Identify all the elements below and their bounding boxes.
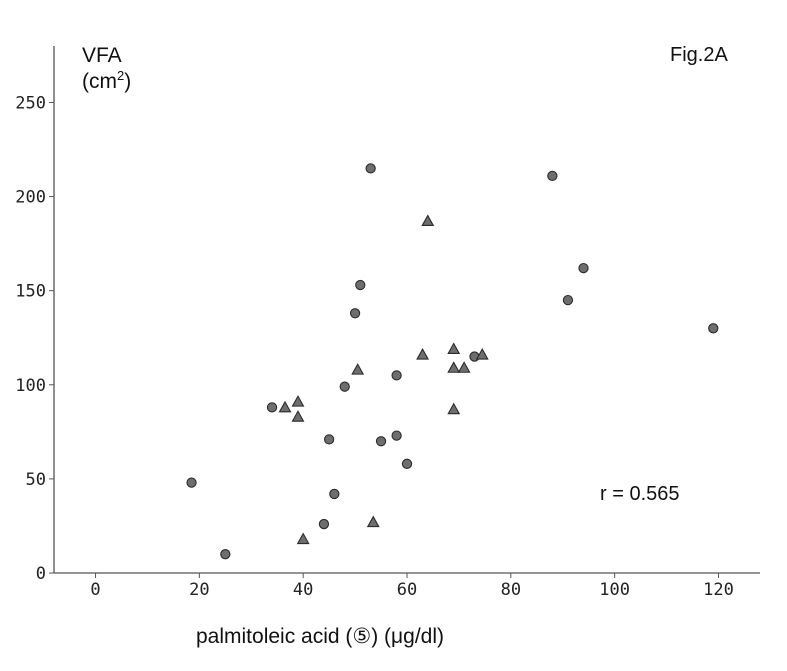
x-axis-label: palmitoleic acid (⑤) (μg/dl) (196, 625, 444, 648)
x-tick-label: 100 (599, 580, 630, 600)
triangle-data-point (421, 214, 435, 226)
circle-data-point (329, 488, 340, 500)
y-tick-label: 200 (15, 188, 46, 208)
triangle-data-point (366, 515, 380, 528)
x-tick-label: 40 (293, 580, 313, 600)
triangle-data-point (457, 361, 471, 373)
circle-data-point (708, 323, 719, 334)
y-axis-unit-close: ) (124, 70, 132, 94)
circle-data-point (547, 170, 558, 182)
x-tick-label: 60 (397, 580, 417, 600)
triangle-data-point (296, 532, 310, 545)
triangle-data-point (447, 361, 461, 373)
circle-data-point (578, 262, 589, 274)
circle-data-point (220, 549, 231, 560)
circle-data-point (349, 308, 361, 319)
y-tick-label: 250 (15, 93, 46, 113)
x-tick-label: 20 (189, 580, 209, 600)
y-axis-label-name: VFA (82, 44, 122, 67)
circle-data-point (318, 518, 330, 530)
triangle-data-point (291, 410, 305, 422)
correlation-annotation: r = 0.565 (600, 483, 680, 505)
circle-data-point (562, 294, 574, 306)
circle-data-point (186, 477, 197, 488)
x-tick-label: 80 (501, 580, 521, 600)
circle-data-point (355, 279, 366, 291)
x-tick-label: 0 (90, 580, 100, 600)
x-tick-label: 120 (703, 580, 734, 600)
y-tick-label: 0 (36, 564, 46, 584)
y-axis-unit-base: (cm (82, 70, 117, 94)
triangle-data-point (278, 400, 292, 413)
triangle-data-point (475, 348, 489, 360)
circle-data-point (391, 430, 402, 441)
figure-label: Fig.2A (670, 44, 728, 66)
triangle-data-point (291, 395, 305, 407)
y-axis-unit-exponent: 2 (117, 68, 125, 84)
triangle-data-point (447, 402, 461, 415)
triangle-data-point (416, 348, 430, 360)
circle-data-point (339, 381, 350, 392)
y-tick-label: 150 (15, 282, 46, 302)
circle-data-point (391, 370, 402, 381)
y-axis-label-unit: (cm2) (82, 68, 132, 94)
circle-data-point (323, 434, 335, 445)
y-tick-label: 100 (15, 376, 46, 396)
circle-data-point (266, 402, 278, 413)
y-axis-label: VFA (cm2) (82, 43, 131, 94)
triangle-data-point (447, 342, 461, 354)
triangle-data-point (351, 363, 365, 375)
circle-data-point (401, 458, 413, 469)
circle-data-point (375, 436, 387, 447)
y-tick-label: 50 (26, 470, 46, 490)
circle-data-point (365, 163, 376, 174)
